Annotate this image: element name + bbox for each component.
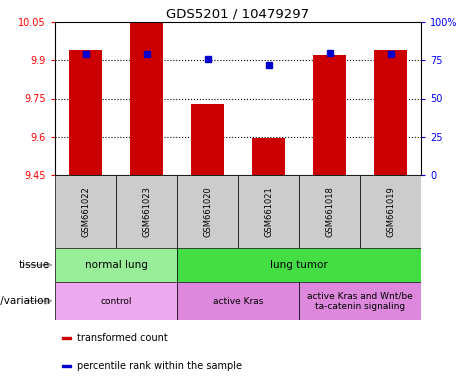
Text: GSM661022: GSM661022	[81, 186, 90, 237]
Bar	[69, 50, 102, 175]
Bar	[374, 50, 407, 175]
Text: normal lung: normal lung	[84, 260, 148, 270]
Bar	[55, 282, 177, 320]
Bar	[177, 282, 299, 320]
Text: transformed count: transformed count	[77, 333, 167, 343]
Text: GSM661020: GSM661020	[203, 186, 212, 237]
Text: percentile rank within the sample: percentile rank within the sample	[77, 361, 242, 371]
Text: active Kras: active Kras	[213, 296, 263, 306]
Title: GDS5201 / 10479297: GDS5201 / 10479297	[166, 8, 310, 21]
Text: lung tumor: lung tumor	[270, 260, 328, 270]
Bar	[62, 337, 71, 339]
Bar	[238, 175, 299, 248]
Bar	[116, 175, 177, 248]
Bar	[177, 248, 421, 282]
Bar	[252, 138, 285, 175]
Text: GSM661019: GSM661019	[386, 186, 395, 237]
Text: genotype/variation: genotype/variation	[0, 296, 50, 306]
Bar	[313, 55, 346, 175]
Text: tissue: tissue	[19, 260, 50, 270]
Bar	[360, 175, 421, 248]
Text: GSM661021: GSM661021	[264, 186, 273, 237]
Bar	[130, 22, 163, 175]
Text: control: control	[100, 296, 132, 306]
Bar	[299, 175, 360, 248]
Bar	[62, 365, 71, 367]
Bar	[191, 104, 224, 175]
Text: GSM661018: GSM661018	[325, 186, 334, 237]
Bar	[299, 282, 421, 320]
Bar	[55, 175, 116, 248]
Text: GSM661023: GSM661023	[142, 186, 151, 237]
Text: active Kras and Wnt/be
ta-catenin signaling: active Kras and Wnt/be ta-catenin signal…	[307, 291, 413, 311]
Bar	[55, 248, 177, 282]
Bar	[177, 175, 238, 248]
